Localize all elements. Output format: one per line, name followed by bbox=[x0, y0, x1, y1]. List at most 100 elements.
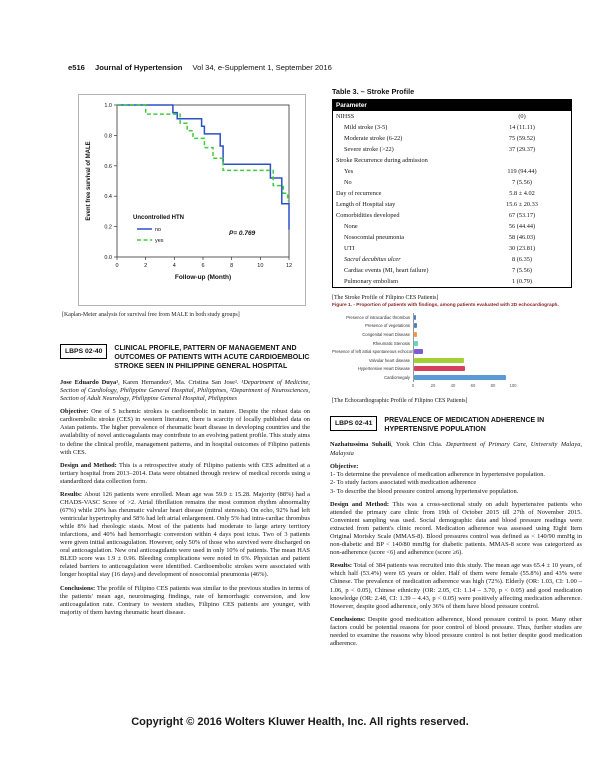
table-row: Nosocomial pneumonia 58 (46.03) bbox=[333, 232, 572, 243]
parameter-cell: UTI bbox=[344, 245, 355, 252]
value-cell: 30 (23.81) bbox=[508, 245, 536, 252]
bar-row: Cardiomegaly bbox=[332, 373, 580, 382]
abstract-paragraph: Conclusions: The profile of Filipino CES… bbox=[60, 584, 310, 616]
value-cell: 7 (5.56) bbox=[512, 267, 532, 274]
bar-category-label: Presence of left atrial spontaneous echo… bbox=[332, 349, 413, 355]
journal-title: Journal of Hypertension bbox=[95, 63, 183, 72]
abstract-40-code-badge: LBPS 02-40 bbox=[60, 344, 108, 359]
bar-row: Presence of vegetations bbox=[332, 321, 580, 331]
bar-category-label: Congenital Heart Disease bbox=[362, 331, 410, 337]
table-row: None 56 (44.44) bbox=[333, 221, 572, 232]
km-series-no bbox=[117, 104, 290, 230]
bar bbox=[414, 357, 464, 363]
parameter-cell: Nosocomial pneumonia bbox=[344, 234, 404, 241]
x-tick-label: 6 bbox=[201, 263, 204, 269]
parameter-cell: Moderate stroke (6-22) bbox=[344, 135, 403, 142]
column-header-value bbox=[473, 99, 572, 111]
bar-row: Valvular heart disease bbox=[332, 355, 580, 365]
abstract-paragraph: Objective: One of 5 ischemic strokes is … bbox=[60, 408, 310, 456]
parameter-cell: No bbox=[344, 179, 352, 186]
section-heading: Results: bbox=[60, 490, 85, 498]
abstract-40-body: Objective: One of 5 ischemic strokes is … bbox=[60, 408, 310, 617]
table-row: NIHSS (0) bbox=[333, 111, 572, 122]
parameter-cell: Severe stroke (>22) bbox=[344, 146, 394, 153]
parameter-cell: Stroke Recurrence during admission bbox=[336, 157, 428, 164]
objective-line: 1- To determine the prevalence of medica… bbox=[330, 470, 546, 478]
objective-lines: 1- To determine the prevalence of medica… bbox=[330, 471, 582, 496]
bar-rows: Presence of intracardiac thrombus Presenc… bbox=[332, 313, 580, 382]
abstract-40-title: CLINICAL PROFILE, PATTERN OF MANAGEMENT … bbox=[114, 345, 310, 371]
author-names-rest: , Yook Chin Chia. bbox=[391, 441, 446, 449]
bar-axis: 0 20 40 60 80 100 bbox=[411, 382, 533, 390]
value-cell: 5.8 ± 4.02 bbox=[509, 190, 535, 197]
x-tick-label: 8 bbox=[230, 263, 233, 269]
y-tick-label: 1.0 bbox=[104, 103, 112, 109]
table-row: UTI 30 (23.81) bbox=[333, 243, 572, 254]
table-header-row: Parameter bbox=[332, 99, 572, 111]
section-heading: Results: bbox=[330, 562, 354, 570]
bar-track bbox=[413, 330, 580, 339]
abstract-paragraph: Design and Method: This is a retrospecti… bbox=[60, 461, 310, 485]
bar-category-label: Presence of intracardiac thrombus bbox=[346, 314, 410, 320]
parameter-cell: NIHSS bbox=[336, 113, 355, 120]
bar-track bbox=[413, 321, 580, 331]
table-title: Table 3. – Stroke Profile bbox=[332, 87, 415, 96]
value-cell: 56 (44.44) bbox=[508, 223, 536, 230]
echo-figure-block: Figure 1. - Proportion of patients with … bbox=[332, 303, 580, 404]
km-chart-svg: 0.0 0.2 0.4 0.6 0.8 1.0 0 2 4 6 8 10 12 Event free su… bbox=[86, 103, 292, 281]
bar bbox=[414, 340, 418, 346]
section-heading: Objective: bbox=[60, 408, 92, 416]
section-heading: Design and Method: bbox=[60, 461, 120, 469]
bar-category-label: Valvular heart disease bbox=[368, 357, 410, 363]
table-row: Cardiac events (MI, heart failure) 7 (5.5… bbox=[333, 265, 572, 276]
author-name: Jose Eduardo Duya¹ bbox=[60, 378, 119, 386]
axis-tick-label: 0 bbox=[411, 382, 415, 388]
abstract-lbps-02-40: LBPS 02-40 CLINICAL PROFILE, PATTERN OF … bbox=[60, 344, 310, 617]
bar-row: Rheumatic Stenosis bbox=[332, 338, 580, 348]
table-row: Yes 119 (94.44) bbox=[333, 166, 572, 177]
bar-track bbox=[413, 373, 580, 382]
y-tick-label: 0.4 bbox=[104, 194, 112, 200]
parameter-cell: Pulmonary embolism bbox=[344, 278, 399, 285]
km-series-yes bbox=[117, 104, 289, 202]
table-row: Mild stroke (3-5) 14 (11.11) bbox=[333, 122, 572, 133]
kaplan-meier-figure: 0.0 0.2 0.4 0.6 0.8 1.0 0 2 4 6 8 10 12 Event free su… bbox=[78, 94, 306, 306]
affiliation: Department of Primary Care, University M… bbox=[330, 441, 582, 457]
author-names-rest: , Karen Hernandez², Ma. Cristina San Jos… bbox=[118, 378, 242, 386]
value-cell: 14 (11.11) bbox=[509, 124, 535, 131]
copyright-line: Copyright © 2016 Wolters Kluwer Health, … bbox=[131, 716, 469, 728]
table-row: Comorbidities developed 67 (53.17) bbox=[333, 210, 572, 221]
value-cell: 15.6 ± 20.33 bbox=[506, 201, 538, 208]
table-row: No 7 (5.56) bbox=[333, 177, 572, 188]
bar bbox=[414, 314, 416, 320]
author-name: Nazhatussima Suhaili bbox=[330, 441, 392, 449]
table-row: Severe stroke (>22) 37 (29.37) bbox=[333, 144, 572, 155]
bar-category-label: Cardiomegaly bbox=[384, 374, 410, 380]
section-heading: Conclusions: bbox=[60, 584, 97, 592]
parameter-cell: Mild stroke (3-5) bbox=[344, 124, 388, 131]
figure1-caption: [The Echocardiographic Profile of Filipi… bbox=[332, 397, 468, 404]
x-tick-label: 4 bbox=[173, 263, 176, 269]
bar-chart: Presence of intracardiac thrombus Presenc… bbox=[332, 313, 580, 390]
abstract-paragraph: Design and Method: This was a cross-sect… bbox=[330, 500, 582, 557]
axis-tick-label: 100 bbox=[509, 382, 517, 388]
bar bbox=[414, 366, 465, 372]
bar-track bbox=[413, 338, 580, 348]
objective-line: 3- To describe the blood pressure contro… bbox=[330, 487, 519, 495]
bar bbox=[414, 349, 423, 355]
table-row: Pulmonary embolism 1 (0.79) bbox=[333, 276, 572, 288]
bar-track bbox=[413, 313, 580, 322]
y-tick-label: 0.0 bbox=[104, 255, 112, 261]
parameter-cell: None bbox=[344, 223, 358, 230]
value-cell: 1 (0.79) bbox=[512, 278, 532, 285]
abstract-41-body: Design and Method: This was a cross-sect… bbox=[330, 501, 582, 648]
section-heading: Design and Method: bbox=[330, 500, 393, 508]
value-cell: 37 (29.37) bbox=[508, 146, 536, 153]
value-cell: 75 (59.52) bbox=[508, 135, 536, 142]
abstract-41-title: PREVALENCE OF MEDICATION ADHERENCE IN HY… bbox=[384, 417, 545, 434]
bar bbox=[414, 323, 417, 329]
abstract-paragraph: Conclusions: Despite good medication adh… bbox=[330, 615, 582, 647]
objective-line: 2- To study factors associated with medi… bbox=[330, 479, 477, 487]
value-cell: 58 (46.03) bbox=[508, 234, 536, 241]
x-tick-label: 0 bbox=[115, 263, 118, 269]
